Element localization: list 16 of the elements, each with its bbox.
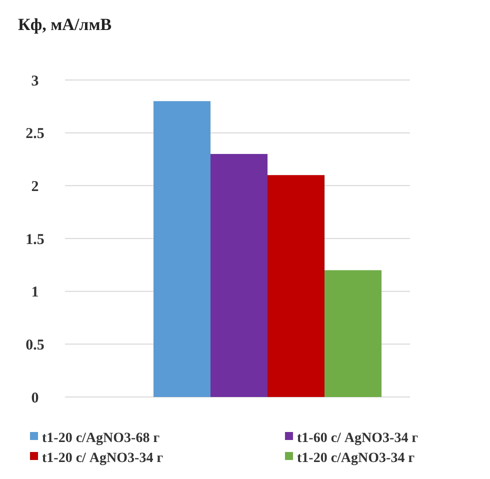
legend-label: t1-20 с/AgNO3-68 г [42, 430, 160, 446]
legend-label: t1-60 с/ AgNO3-34 г [297, 430, 418, 446]
y-tick-label: 1 [31, 284, 39, 301]
legend-label: t1-20 с/AgNO3-34 г [297, 450, 415, 466]
y-tick-label: 3 [31, 73, 39, 90]
bar [268, 175, 324, 397]
y-tick-label: 2 [31, 178, 39, 195]
legend-label: t1-20 с/ AgNO3-34 г [42, 450, 164, 466]
y-tick-label: 0.5 [26, 337, 44, 354]
bar [210, 154, 268, 397]
bar [154, 101, 210, 397]
y-axis-title: Кф, мА/лмВ [18, 15, 112, 34]
bar [324, 270, 382, 397]
y-tick-label: 2.5 [26, 126, 44, 142]
y-tick-label: 1.5 [26, 232, 44, 248]
y-tick-label: 0 [31, 390, 39, 406]
